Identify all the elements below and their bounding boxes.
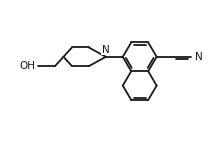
Text: OH: OH	[19, 61, 35, 71]
Text: N: N	[102, 45, 110, 55]
Text: N: N	[195, 52, 203, 62]
